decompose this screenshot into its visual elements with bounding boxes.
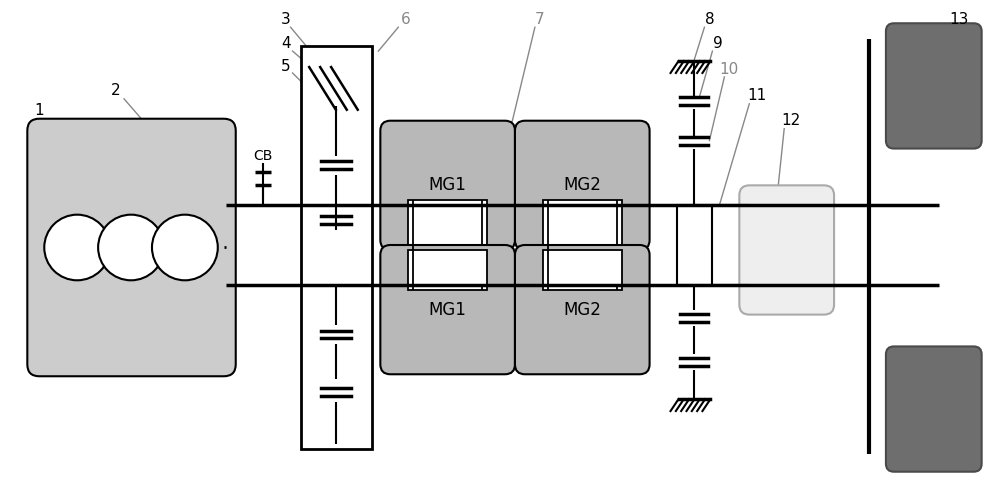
Bar bbox=[543, 250, 622, 290]
Text: MG2: MG2 bbox=[563, 176, 601, 194]
FancyBboxPatch shape bbox=[380, 245, 515, 374]
Text: MG2: MG2 bbox=[563, 300, 601, 319]
Text: 5: 5 bbox=[281, 58, 290, 74]
FancyBboxPatch shape bbox=[515, 121, 650, 250]
Text: 11: 11 bbox=[748, 88, 767, 103]
FancyBboxPatch shape bbox=[886, 23, 982, 149]
Text: 6: 6 bbox=[400, 12, 410, 27]
Text: MG1: MG1 bbox=[429, 176, 467, 194]
Circle shape bbox=[44, 215, 110, 280]
FancyBboxPatch shape bbox=[886, 347, 982, 472]
Text: 2: 2 bbox=[111, 83, 121, 98]
Text: 7: 7 bbox=[535, 12, 545, 27]
Bar bbox=[301, 46, 372, 449]
Text: 3: 3 bbox=[281, 12, 290, 27]
Bar bbox=[408, 200, 487, 245]
Text: 1: 1 bbox=[34, 103, 44, 118]
Text: 10: 10 bbox=[720, 61, 739, 77]
Circle shape bbox=[152, 215, 218, 280]
Bar bbox=[408, 250, 487, 290]
FancyBboxPatch shape bbox=[380, 121, 515, 250]
Text: MG1: MG1 bbox=[429, 300, 467, 319]
FancyBboxPatch shape bbox=[515, 245, 650, 374]
Text: 12: 12 bbox=[782, 113, 801, 128]
Text: CB: CB bbox=[253, 148, 272, 163]
FancyBboxPatch shape bbox=[739, 185, 834, 315]
Text: 8: 8 bbox=[705, 12, 714, 27]
Text: 13: 13 bbox=[949, 12, 968, 27]
Bar bbox=[543, 200, 622, 245]
Circle shape bbox=[98, 215, 164, 280]
Text: 9: 9 bbox=[713, 36, 722, 51]
Text: 4: 4 bbox=[281, 36, 290, 51]
FancyBboxPatch shape bbox=[27, 119, 236, 376]
Bar bbox=[677, 205, 712, 285]
